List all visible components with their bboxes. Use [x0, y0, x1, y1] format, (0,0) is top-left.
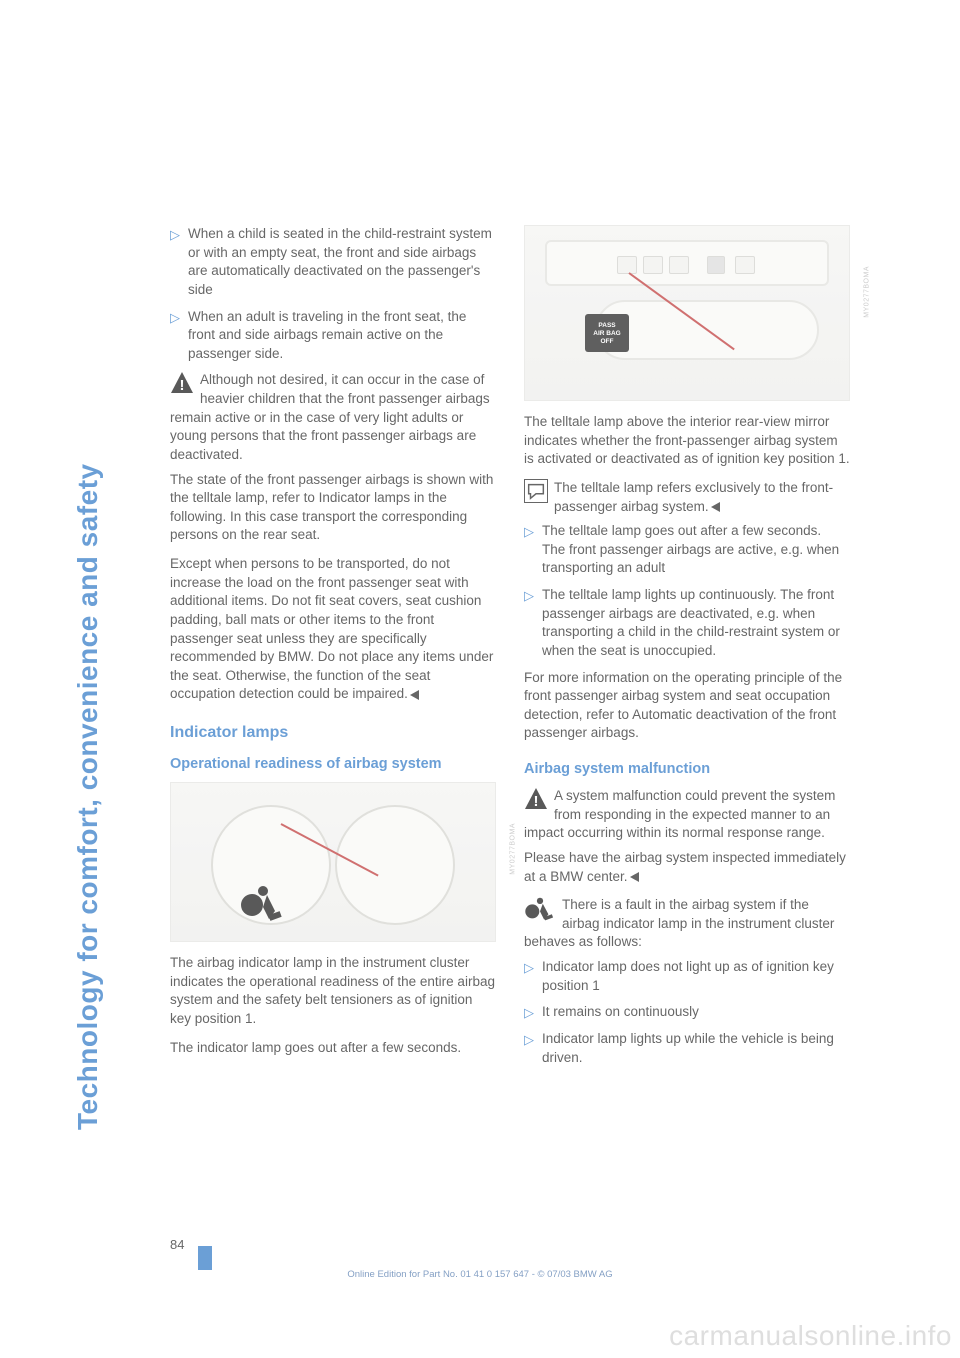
triangle-bullet-icon: ▷ — [524, 959, 534, 995]
bullet-text: Indicator lamp does not light up as of i… — [542, 958, 850, 995]
warning-text: A system malfunction could prevent the s… — [524, 788, 835, 840]
bullet-lead: The telltale lamp goes out after a few s… — [542, 523, 821, 538]
icon-text: There is a fault in the airbag system if… — [524, 897, 834, 949]
bullet-item: ▷ The telltale lamp goes out after a few… — [524, 522, 850, 578]
bullet-rest: The front passenger airbags are active, … — [542, 542, 839, 576]
page-number-bar — [198, 1246, 212, 1270]
figure-ref-code: MY0277BOMA — [509, 823, 519, 875]
console-button — [735, 256, 755, 274]
bullet-text: The telltale lamp goes out after a few s… — [542, 522, 850, 578]
section-heading: Indicator lamps — [170, 722, 496, 744]
bullet-item: ▷ Indicator lamp does not light up as of… — [524, 958, 850, 995]
bullet-item: ▷ The telltale lamp lights up continuous… — [524, 586, 850, 661]
manual-page: Technology for comfort, convenience and … — [0, 0, 960, 1358]
body-text-span: Please have the airbag system inspected … — [524, 850, 846, 884]
end-mark-icon — [630, 872, 639, 882]
info-block: The telltale lamp refers exclusively to … — [524, 479, 850, 516]
bullet-item: ▷ When an adult is traveling in the fron… — [170, 308, 496, 364]
body-text: The indicator lamp goes out after a few … — [170, 1039, 496, 1058]
lamp-label: PASS AIR BAG OFF — [593, 322, 620, 345]
section-side-title: Technology for comfort, convenience and … — [72, 463, 104, 1130]
console-button — [643, 256, 663, 274]
body-text: The telltale lamp above the interior rea… — [524, 413, 850, 469]
figure-ref-code: MY0277BOMA — [863, 266, 873, 318]
bullet-text: It remains on continuously — [542, 1003, 850, 1022]
pass-airbag-off-lamp: PASS AIR BAG OFF — [585, 314, 629, 352]
info-text: The telltale lamp refers exclusively to … — [554, 480, 833, 514]
figure-instrument-cluster: MY0277BOMA — [170, 782, 496, 942]
airbag-fault-icon — [524, 896, 556, 924]
bullet-text: When a child is seated in the child-rest… — [188, 225, 496, 300]
warning-icon: ! — [524, 787, 548, 811]
body-text: For more information on the operating pr… — [524, 669, 850, 744]
roof-console — [545, 240, 829, 286]
body-text: Except when persons to be transported, d… — [170, 555, 496, 704]
console-button — [617, 256, 637, 274]
svg-text:!: ! — [534, 793, 539, 810]
subsection-heading: Operational readiness of airbag system — [170, 754, 496, 774]
triangle-bullet-icon: ▷ — [524, 1004, 534, 1022]
figure-overhead-console: PASS AIR BAG OFF MY0277BOMA — [524, 225, 850, 401]
column-left: ▷ When a child is seated in the child-re… — [170, 225, 496, 1075]
subsection-heading: Airbag system malfunction — [524, 759, 850, 779]
triangle-bullet-icon: ▷ — [170, 226, 180, 300]
gauge-right — [335, 805, 455, 925]
console-button — [669, 256, 689, 274]
icon-block: There is a fault in the airbag system if… — [524, 896, 850, 952]
bullet-item: ▷ It remains on continuously — [524, 1003, 850, 1022]
body-text: The state of the front passenger airbags… — [170, 471, 496, 546]
end-mark-icon — [711, 502, 720, 512]
warning-icon: ! — [170, 371, 194, 395]
warning-text: Although not desired, it can occur in th… — [170, 372, 490, 462]
body-text-span: Except when persons to be transported, d… — [170, 556, 493, 701]
watermark-text: carmanualsonline.info — [669, 1320, 952, 1352]
page-number: 84 — [170, 1237, 184, 1252]
side-title-text: Technology for comfort, convenience and … — [72, 463, 103, 1130]
bullet-text: When an adult is traveling in the front … — [188, 308, 496, 364]
console-button — [707, 256, 725, 274]
warning-block: ! A system malfunction could prevent the… — [524, 787, 850, 843]
footer-copyright: Online Edition for Part No. 01 41 0 157 … — [0, 1269, 960, 1280]
bullet-item: ▷ When a child is seated in the child-re… — [170, 225, 496, 300]
bullet-text: Indicator lamp lights up while the vehic… — [542, 1030, 850, 1067]
airbag-indicator-icon — [239, 883, 283, 923]
bullet-item: ▷ Indicator lamp lights up while the veh… — [524, 1030, 850, 1067]
note-icon — [524, 479, 548, 503]
triangle-bullet-icon: ▷ — [524, 587, 534, 661]
triangle-bullet-icon: ▷ — [524, 1031, 534, 1067]
triangle-bullet-icon: ▷ — [170, 309, 180, 364]
column-right: PASS AIR BAG OFF MY0277BOMA The telltale… — [524, 225, 850, 1075]
body-text: Please have the airbag system inspected … — [524, 849, 850, 886]
body-text: The airbag indicator lamp in the instrum… — [170, 954, 496, 1029]
content-area: ▷ When a child is seated in the child-re… — [170, 225, 850, 1075]
bullet-text: The telltale lamp lights up continuously… — [542, 586, 850, 661]
end-mark-icon — [410, 690, 419, 700]
warning-block: ! Although not desired, it can occur in … — [170, 371, 496, 464]
svg-text:!: ! — [180, 377, 185, 394]
triangle-bullet-icon: ▷ — [524, 523, 534, 578]
